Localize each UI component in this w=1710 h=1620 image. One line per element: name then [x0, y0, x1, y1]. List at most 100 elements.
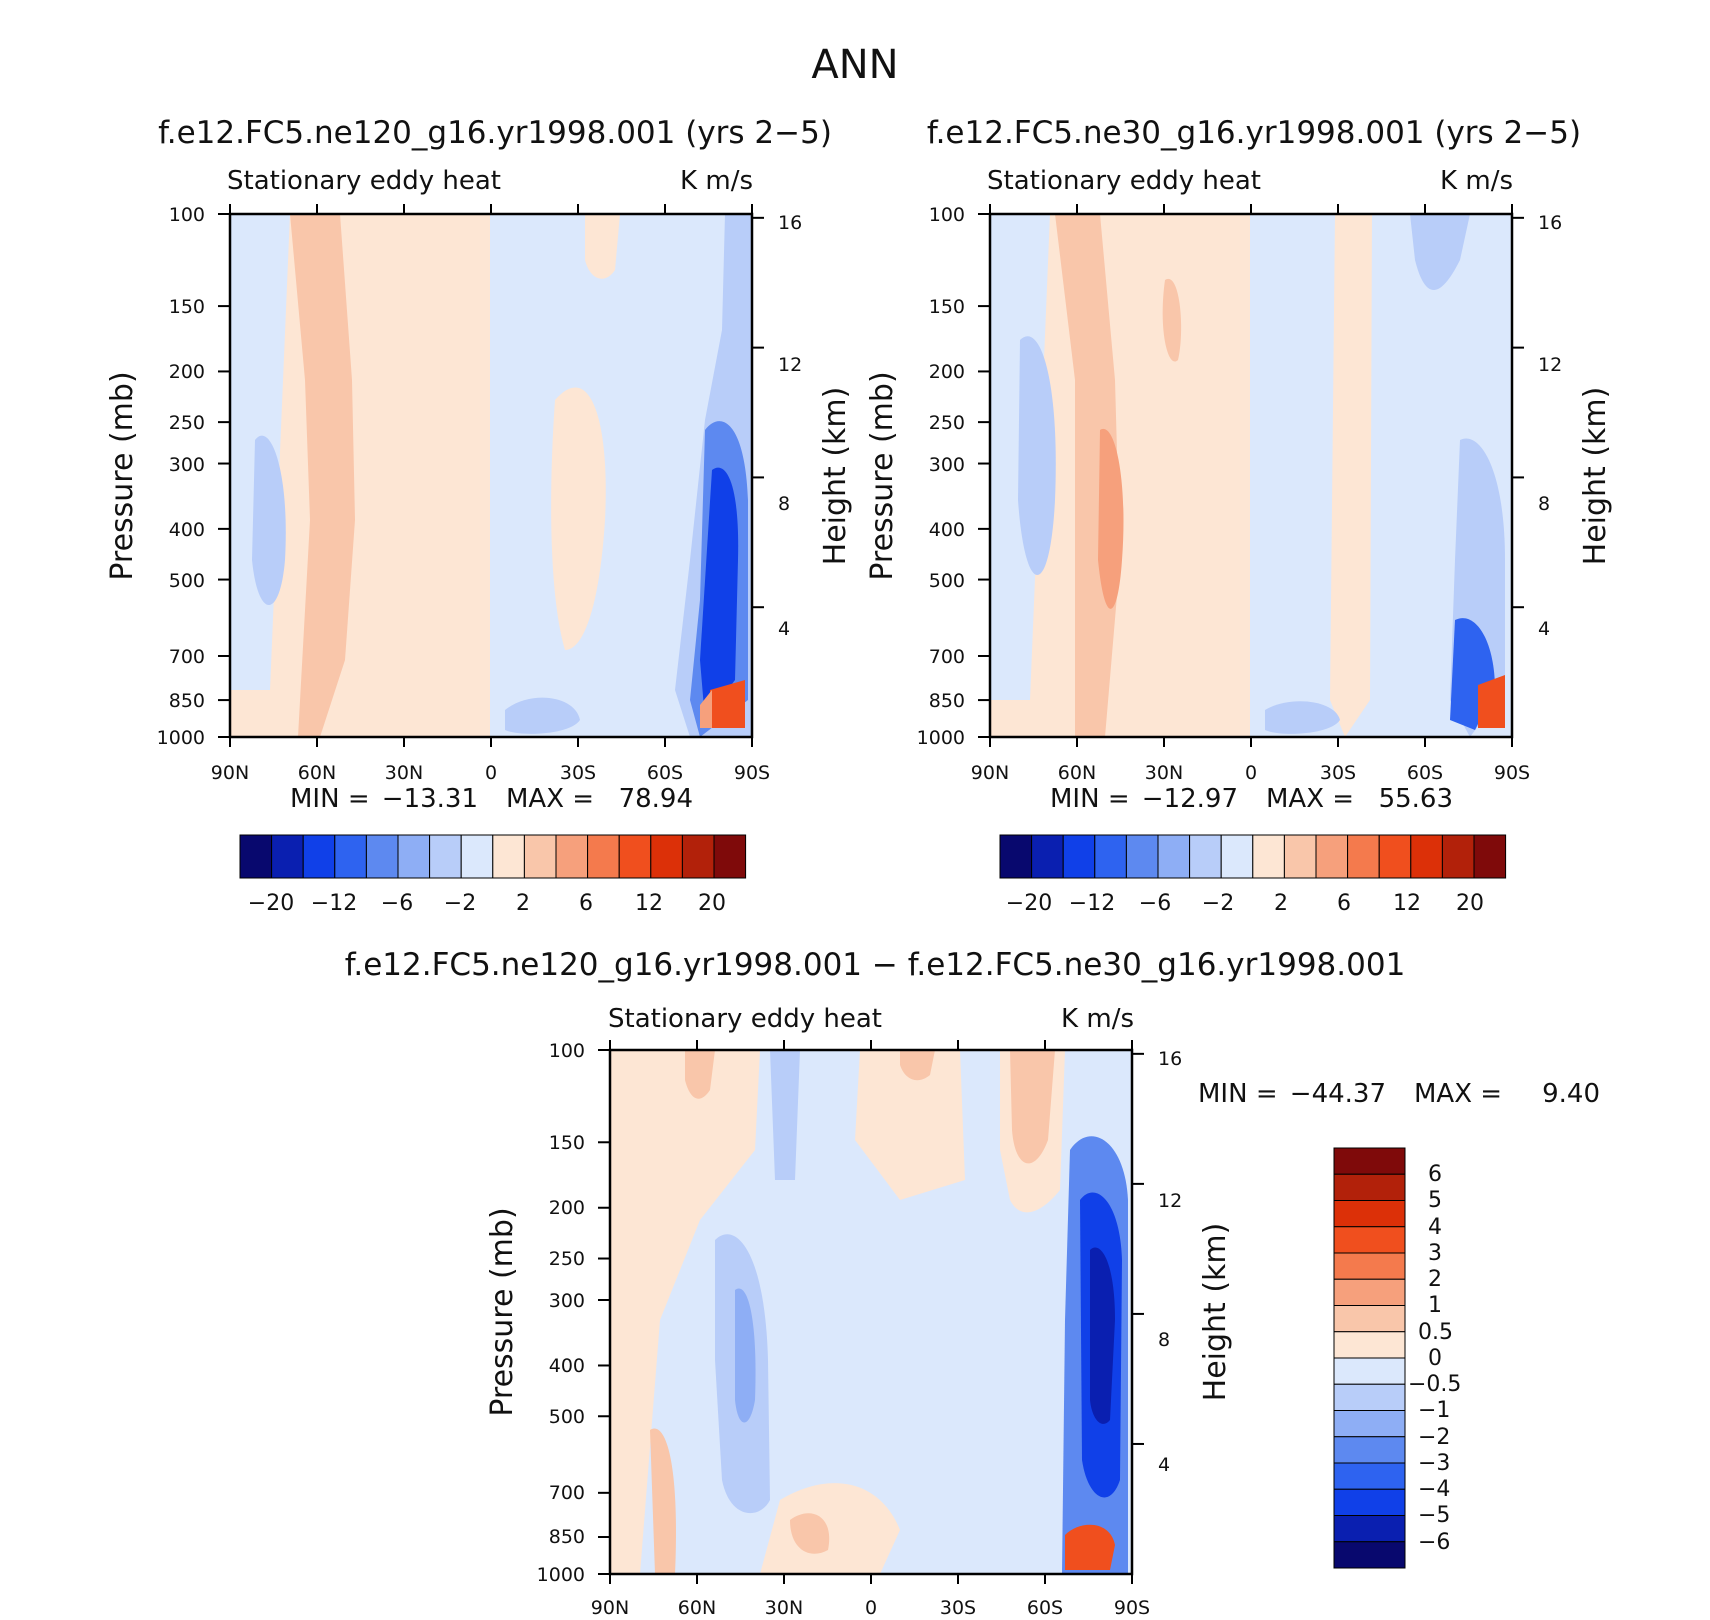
- contour-field: [228, 212, 754, 739]
- y-tick-label: 500: [169, 570, 205, 592]
- colorbar-label: −0.5: [1408, 1372, 1461, 1397]
- colorbar-box: [1333, 1541, 1406, 1569]
- y-tick-label: 500: [549, 1406, 585, 1428]
- panel-ne30: f.e12.FC5.ne30_g16.yr1998.001 (yrs 2−5) …: [865, 115, 1613, 916]
- warm-patch-top: [1162, 278, 1182, 362]
- y-tick-label: 300: [169, 454, 205, 476]
- y-tick-label: 400: [169, 519, 205, 541]
- min-label: MIN =: [1198, 1079, 1278, 1109]
- warm-band-core: [290, 214, 355, 737]
- x-axis: 90N 60N 30N 0 30S 60S 90S: [211, 762, 770, 784]
- colorbar-label: 1: [1428, 1293, 1442, 1318]
- cool-core-deep: [1090, 1247, 1115, 1424]
- y-tick-label: 100: [549, 1040, 585, 1062]
- min-value: −12.97: [1142, 784, 1238, 814]
- y-right-tick-label: 4: [778, 618, 790, 640]
- y-tick-label: 1000: [157, 727, 205, 749]
- x-tick-label: 30N: [765, 1597, 803, 1616]
- units-label: K m/s: [1440, 166, 1513, 196]
- min-max-stats: MIN = −12.97 MAX = 55.63: [1050, 784, 1453, 814]
- colorbar-label: −4: [1418, 1477, 1450, 1502]
- y-tick-label: 200: [929, 361, 965, 383]
- panel-ne120: f.e12.FC5.ne120_g16.yr1998.001 (yrs 2−5)…: [105, 115, 853, 916]
- y-right-tick-label: 12: [778, 354, 802, 376]
- cool-patch-bottom: [505, 697, 580, 734]
- warm-band-south: [1330, 214, 1372, 737]
- y-tick-label: 1000: [537, 1564, 585, 1586]
- axis-tick-marks: [218, 204, 1524, 1584]
- warm-region-center: [855, 1050, 965, 1200]
- y-right-axis-title: Height (km): [1198, 1223, 1233, 1402]
- colorbar-label: 6: [579, 891, 593, 916]
- colorbar-boxes: [999, 834, 1507, 879]
- x-tick-label: 30S: [560, 762, 596, 784]
- colorbar-box: [555, 834, 589, 879]
- colorbar-label: −6: [381, 891, 413, 916]
- colorbar-box: [1283, 834, 1317, 879]
- colorbar-box: [1333, 1305, 1406, 1333]
- min-max-stats: MIN = −13.31 MAX = 78.94: [290, 784, 693, 814]
- min-label: MIN =: [1050, 784, 1130, 814]
- colorbar-label: 3: [1428, 1241, 1442, 1266]
- y-tick-label: 100: [169, 204, 205, 226]
- y-tick-label: 150: [929, 296, 965, 318]
- colorbar-box: [1378, 834, 1412, 879]
- colorbar-box: [1441, 834, 1475, 879]
- x-tick-label: 0: [485, 762, 497, 784]
- cool-band-north: [770, 1050, 800, 1180]
- y-right-tick-label: 8: [1158, 1329, 1170, 1351]
- colorbar-label: 2: [516, 891, 530, 916]
- panel-title: f.e12.FC5.ne30_g16.yr1998.001 (yrs 2−5): [927, 115, 1581, 151]
- colorbar-box: [1333, 1515, 1406, 1543]
- y-right-tick-label: 8: [778, 493, 790, 515]
- cool-core-west: [735, 1288, 756, 1423]
- y-tick-label: 250: [929, 412, 965, 434]
- max-label: MAX =: [1266, 784, 1354, 814]
- colorbar-box: [681, 834, 715, 879]
- x-tick-label: 90S: [1494, 762, 1530, 784]
- colorbar-box: [1333, 1147, 1406, 1175]
- warm-edge-south: [700, 690, 712, 728]
- colorbar-label: −2: [444, 891, 476, 916]
- warm-patch-east: [1010, 1050, 1055, 1164]
- y-axis-right: 16 12 8 4 Height (km): [1538, 212, 1613, 640]
- colorbar-box: [302, 834, 336, 879]
- y-tick-label: 700: [549, 1482, 585, 1504]
- colorbar-box: [460, 834, 494, 879]
- y-tick-label: 150: [169, 296, 205, 318]
- variable-name: Stationary eddy heat: [608, 1004, 882, 1034]
- colorbar-box: [1333, 1436, 1406, 1464]
- warm-core-south: [1065, 1524, 1115, 1570]
- y-axis-left: 100 150 200 250 300 400 500 700 850 1000…: [485, 1040, 585, 1586]
- x-axis: 90N 60N 30N 0 30S 60S 90S: [591, 1597, 1150, 1619]
- cool-patch-left: [252, 435, 286, 605]
- colorbar-box: [650, 834, 683, 879]
- y-tick-label: 400: [549, 1355, 585, 1377]
- colorbar-label: 5: [1428, 1188, 1442, 1213]
- x-axis: 90N 60N 30N 0 30S 60S 90S: [971, 762, 1530, 784]
- colorbar-box: [618, 834, 652, 879]
- min-value: −44.37: [1290, 1079, 1386, 1109]
- colorbar-box: [523, 834, 557, 879]
- max-value: 9.40: [1542, 1079, 1600, 1109]
- colorbar-box: [334, 834, 367, 879]
- x-tick-label: 0: [1245, 762, 1257, 784]
- x-tick-label: 90N: [971, 762, 1009, 784]
- colorbar-box: [1333, 1383, 1406, 1411]
- colorbar-label: −20: [1006, 891, 1052, 916]
- y-tick-label: 200: [549, 1197, 585, 1219]
- colorbar-label: −2: [1202, 891, 1234, 916]
- y-tick-label: 200: [169, 361, 205, 383]
- colorbar: 6 5 4 3 2 1 0.5 0 −0.5 −1 −2 −3 −4 −5 −6: [1333, 1147, 1461, 1569]
- variable-name: Stationary eddy heat: [227, 166, 501, 196]
- max-value: 55.63: [1379, 784, 1453, 814]
- y-tick-label: 700: [169, 646, 205, 668]
- cool-band-east: [1410, 214, 1470, 290]
- colorbar-label: 2: [1274, 891, 1288, 916]
- x-tick-label: 0: [865, 1597, 877, 1616]
- colorbar-label: 6: [1337, 891, 1351, 916]
- x-tick-label: 90S: [1114, 1597, 1150, 1616]
- y-tick-label: 150: [549, 1132, 585, 1154]
- warm-region-northwest: [610, 1050, 760, 1574]
